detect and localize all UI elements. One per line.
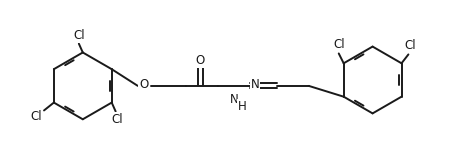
- Text: N: N: [230, 93, 238, 106]
- Text: O: O: [139, 78, 149, 91]
- Text: O: O: [196, 54, 205, 67]
- Text: N: N: [251, 78, 259, 91]
- Text: Cl: Cl: [112, 113, 123, 126]
- Text: Cl: Cl: [333, 38, 345, 51]
- Text: Cl: Cl: [405, 39, 416, 52]
- Text: Cl: Cl: [73, 29, 85, 42]
- Text: H: H: [238, 100, 246, 113]
- Text: Cl: Cl: [30, 110, 42, 123]
